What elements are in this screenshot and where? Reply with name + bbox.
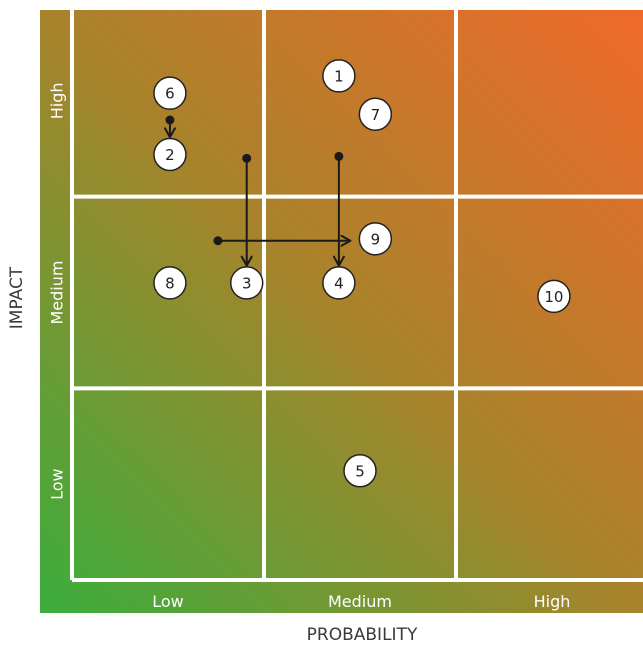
risk-marker: 10 (537, 279, 571, 314)
risk-marker: 9 (358, 222, 393, 256)
risk-marker-circle (153, 266, 187, 300)
grid-lines (70, 3, 643, 582)
risk-marker-label: 9 (371, 230, 381, 248)
risk-marker-label: 4 (334, 274, 344, 292)
arrow-origin-dot (165, 115, 175, 125)
band-labels: Low Medium High Low Medium High (48, 82, 571, 611)
risk-marker-label: 3 (242, 274, 252, 292)
risk-marker-circle (153, 76, 187, 110)
arrow-origin-dot (242, 153, 252, 163)
risk-marker: 8 (153, 266, 187, 300)
risk-marker-label: 8 (165, 274, 175, 292)
x-tick-label: Medium (328, 592, 392, 611)
risk-marker-label: 6 (165, 85, 175, 103)
risk-marker-label: 2 (165, 146, 175, 164)
risk-markers: 1 2 3 4 5 6 7 8 9 10 (153, 59, 571, 488)
risk-marker: 1 (322, 59, 356, 93)
risk-marker-circle (229, 266, 264, 300)
x-tick-label: Low (152, 592, 184, 611)
x-tick-label: High (534, 592, 571, 611)
risk-marker-circle (537, 279, 571, 314)
matrix-background (40, 10, 643, 613)
risk-marker-label: 7 (371, 106, 381, 124)
y-tick-label: Low (48, 468, 67, 500)
x-axis-title: PROBABILITY (307, 625, 418, 645)
risk-marker: 5 (343, 454, 377, 488)
risk-marker-label: 5 (355, 462, 365, 480)
risk-marker-circle (358, 97, 393, 131)
arrow-origin-dot (334, 151, 344, 161)
risk-marker: 3 (229, 266, 264, 300)
arrow-origin-dot (213, 236, 223, 246)
risk-marker: 7 (358, 97, 393, 131)
y-tick-label: High (48, 82, 67, 119)
y-tick-label: Medium (48, 261, 67, 325)
risk-marker: 6 (153, 76, 187, 110)
risk-marker: 2 (153, 137, 187, 172)
risk-marker-circle (322, 59, 356, 93)
risk-marker-circle (153, 137, 187, 172)
risk-marker-label: 1 (334, 67, 344, 85)
risk-marker-label: 10 (544, 288, 563, 306)
risk-marker: 4 (322, 266, 356, 300)
movement-arrows (163, 115, 352, 267)
risk-marker-circle (322, 266, 356, 300)
risk-marker-circle (358, 222, 393, 256)
risk-marker-circle (343, 454, 377, 488)
y-axis-title: IMPACT (7, 266, 27, 329)
